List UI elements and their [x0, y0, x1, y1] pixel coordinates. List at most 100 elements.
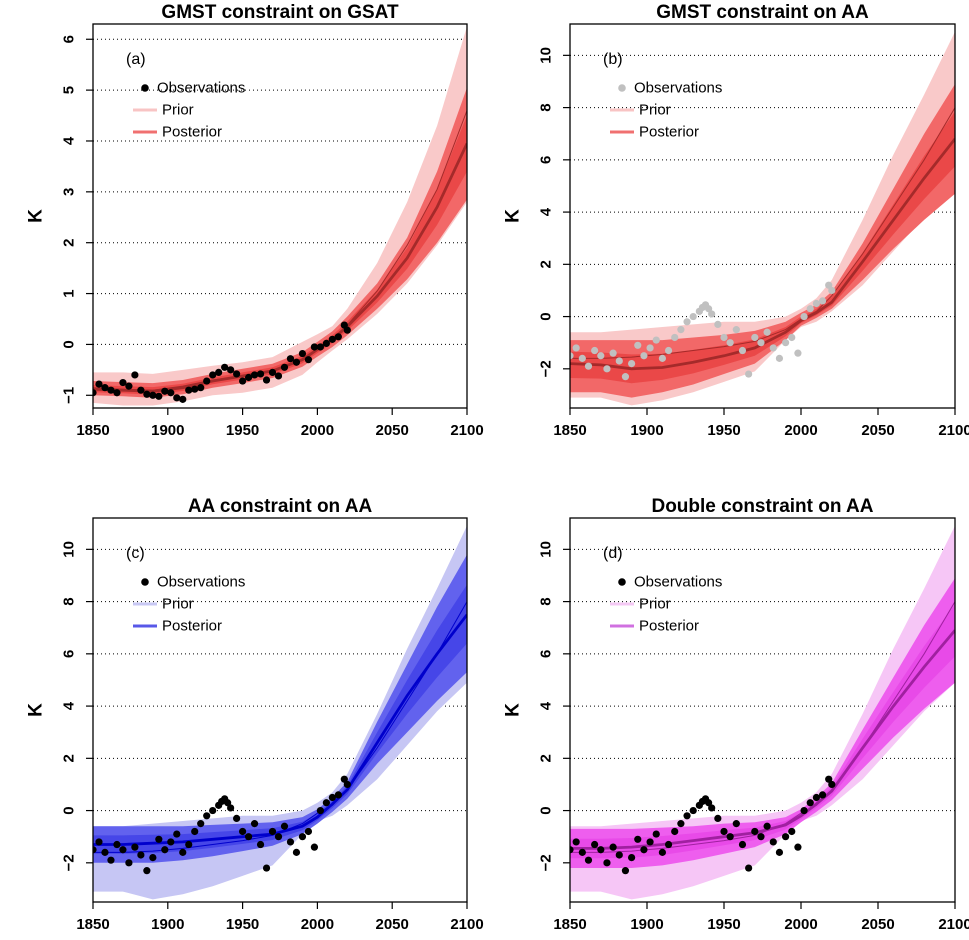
x-tick-label: 2050	[861, 422, 894, 439]
obs-point	[227, 366, 235, 374]
obs-point	[95, 380, 103, 388]
obs-point	[572, 344, 580, 352]
y-tick-label: 4	[538, 701, 555, 710]
legend-observations: Observations	[634, 80, 722, 97]
obs-point	[280, 363, 289, 371]
obs-point	[137, 386, 145, 394]
obs-point	[304, 356, 313, 364]
legend-obs-marker	[618, 84, 626, 92]
obs-point	[705, 305, 713, 313]
chart-title: Double constraint on AA	[651, 496, 873, 517]
obs-point	[745, 370, 753, 378]
obs-point	[570, 352, 574, 360]
obs-point	[738, 346, 747, 355]
legend-posterior: Posterior	[639, 618, 699, 635]
y-tick-label: 5	[61, 86, 78, 94]
obs-point	[292, 848, 301, 856]
y-tick-label: 8	[61, 597, 78, 605]
legend: Observations Prior Posterior	[610, 80, 722, 141]
x-tick-label: 1900	[630, 422, 663, 439]
obs-point	[664, 840, 673, 849]
y-tick-label: 6	[538, 650, 555, 658]
obs-point	[738, 840, 747, 849]
obs-point	[825, 281, 833, 289]
obs-point	[334, 333, 342, 341]
obs-point	[621, 373, 630, 381]
x-tick-label: 1950	[707, 422, 740, 439]
obs-point	[209, 371, 217, 379]
obs-point	[757, 833, 765, 841]
obs-point	[197, 820, 205, 828]
obs-point	[584, 362, 593, 370]
obs-point	[828, 286, 836, 295]
obs-point	[185, 386, 193, 394]
obs-point	[603, 859, 611, 867]
obs-point	[584, 856, 593, 864]
obs-point	[224, 799, 232, 807]
obs-point	[340, 775, 348, 783]
obs-point	[763, 822, 771, 830]
obs-point	[286, 355, 295, 363]
obs-point	[705, 799, 713, 807]
obs-point	[131, 843, 139, 851]
obs-point	[93, 389, 97, 397]
obs-point	[769, 344, 777, 352]
x-tick-label: 1900	[151, 422, 184, 439]
obs-point	[812, 793, 821, 802]
obs-point	[615, 851, 623, 859]
y-tick-label: 10	[538, 47, 555, 64]
y-tick-label: 1	[61, 289, 78, 297]
obs-point	[197, 384, 205, 392]
obs-point	[720, 827, 728, 836]
obs-point	[298, 833, 307, 841]
posterior-inner-band	[570, 604, 955, 859]
x-tick-label: 2000	[784, 422, 817, 439]
x-tick-label: 2050	[376, 422, 409, 439]
obs-point	[179, 848, 187, 856]
legend-observations: Observations	[634, 574, 722, 591]
obs-point	[757, 339, 765, 347]
obs-point	[256, 840, 265, 849]
obs-point	[268, 368, 277, 376]
legend-obs-marker	[141, 84, 149, 92]
obs-point	[316, 343, 324, 351]
obs-point	[732, 326, 740, 334]
obs-point	[173, 830, 181, 838]
obs-point	[250, 371, 259, 379]
obs-point	[185, 840, 193, 849]
x-tick-label: 1950	[707, 916, 740, 933]
obs-point	[751, 333, 759, 342]
obs-point	[634, 341, 642, 349]
obs-point	[262, 864, 271, 872]
obs-point	[825, 775, 833, 783]
legend: Observations Prior Posterior	[133, 574, 245, 635]
plot-frame	[569, 517, 956, 903]
obs-point	[794, 349, 802, 357]
obs-point	[597, 846, 605, 854]
obs-point	[167, 838, 175, 846]
obs-point	[726, 833, 734, 841]
obs-point	[95, 838, 103, 846]
plot-frame	[92, 23, 468, 409]
obs-point	[597, 352, 605, 360]
obs-point	[233, 814, 241, 823]
obs-point	[628, 853, 636, 862]
obs-point	[239, 377, 247, 385]
obs-point	[714, 814, 722, 823]
obs-point	[286, 838, 295, 846]
obs-point	[149, 853, 157, 862]
obs-point	[292, 358, 301, 366]
obs-point	[726, 339, 734, 347]
obs-point	[806, 799, 814, 807]
obs-point	[732, 820, 740, 828]
y-tick-label: 0	[61, 340, 78, 348]
obs-point	[131, 371, 139, 379]
obs-point	[603, 365, 611, 373]
y-tick-label: 0	[538, 806, 555, 814]
legend-obs-marker	[141, 578, 149, 586]
y-tick-label: −2	[61, 854, 78, 871]
legend-observations: Observations	[157, 574, 245, 591]
panel-2: 1850 1900 1950 2000 2050 2100 −2 0 2 4 6 8 10 K AA con…	[26, 496, 484, 933]
obs-point	[609, 349, 617, 357]
x-tick-label: 2100	[938, 422, 969, 439]
